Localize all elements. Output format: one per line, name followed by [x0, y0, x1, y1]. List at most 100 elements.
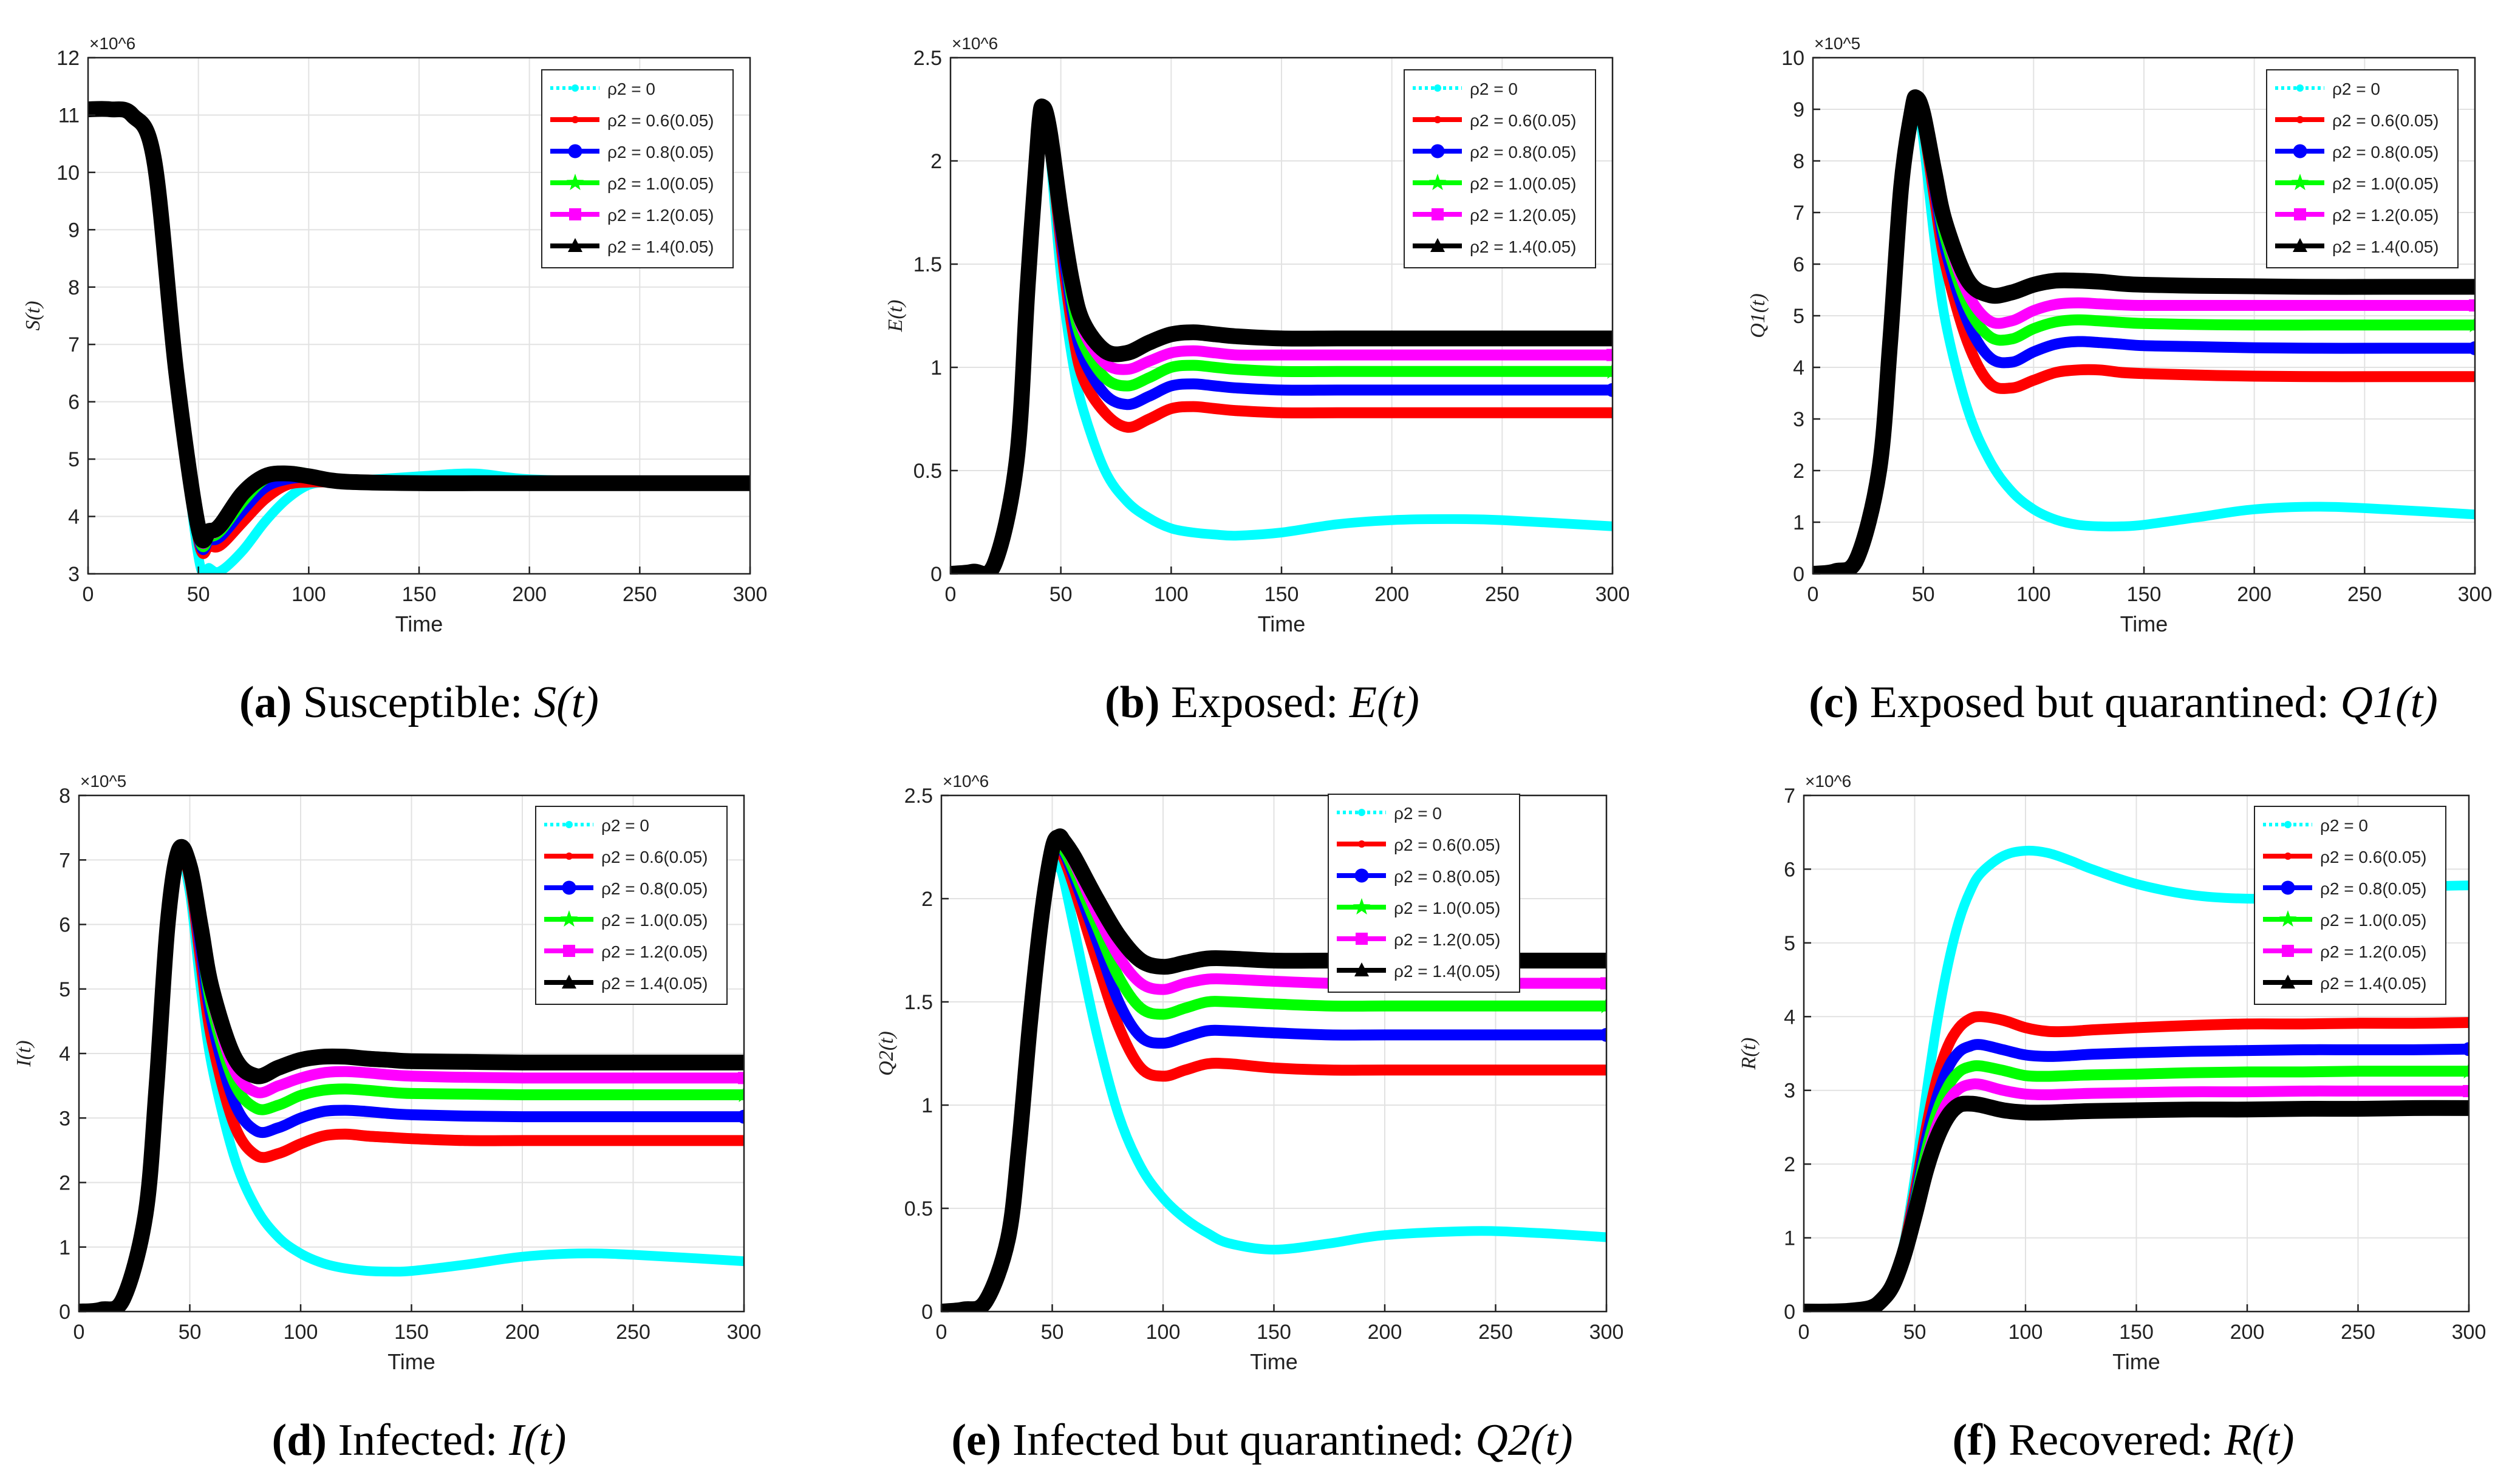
- series-end-marker-3: [2466, 316, 2475, 333]
- x-tick-label: 50: [1050, 583, 1073, 606]
- legend-marker: [566, 174, 584, 191]
- caption-d: (d) Infected: I(t): [271, 1415, 567, 1465]
- x-tick-label: 250: [616, 1321, 650, 1344]
- legend-label: ρ2 = 1.0(0.05): [601, 911, 708, 930]
- x-tick-label: 300: [1589, 1321, 1624, 1344]
- legend-marker: [572, 116, 579, 123]
- legend-item-4: ρ2 = 1.2(0.05): [1337, 930, 1500, 949]
- x-tick-label: 100: [1146, 1321, 1181, 1344]
- x-tick-label: 0: [73, 1321, 85, 1344]
- series-line-5: [1804, 1095, 2469, 1312]
- series-end-marker-4: [1606, 349, 1613, 361]
- y-tick-label: 5: [68, 448, 80, 471]
- x-tick-label: 300: [727, 1321, 762, 1344]
- y-tick-label: 7: [59, 849, 70, 872]
- y-tick-label: 7: [68, 333, 80, 356]
- y-tick-label: 9: [68, 219, 80, 242]
- legend-item-5: ρ2 = 1.4(0.05): [2263, 974, 2426, 993]
- x-axis-label: Time: [387, 1349, 435, 1374]
- y-tick-label: 1.5: [913, 253, 942, 276]
- series-end-marker-0: [2465, 882, 2469, 890]
- x-tick-label: 100: [284, 1321, 318, 1344]
- legend-item-1: ρ2 = 0.6(0.05): [2275, 111, 2439, 130]
- legend-marker: [1354, 962, 1369, 976]
- caption-c: (c) Exposed but quarantined: Q1(t): [1809, 678, 2438, 727]
- legend-label: ρ2 = 0: [607, 80, 655, 98]
- legend-item-5: ρ2 = 1.4(0.05): [544, 974, 708, 993]
- series-lines: [951, 98, 1613, 574]
- legend-item-3: ρ2 = 1.0(0.05): [2275, 174, 2439, 193]
- series-end-marker-0: [2471, 511, 2475, 519]
- y-tick-label: 2: [921, 888, 933, 911]
- y-tick-label: 0: [59, 1301, 70, 1324]
- caption-f: (f) Recovered: R(t): [1952, 1415, 2295, 1465]
- y-tick-label: 0: [1784, 1301, 1795, 1324]
- legend-label: ρ2 = 1.2(0.05): [1470, 206, 1576, 225]
- legend-item-3: ρ2 = 1.0(0.05): [1413, 174, 1576, 193]
- legend-label: ρ2 = 1.4(0.05): [601, 974, 708, 993]
- x-tick-label: 300: [1596, 583, 1630, 606]
- series-lines: [88, 101, 750, 574]
- y-axis-label: E(t): [884, 300, 907, 333]
- y-axis-label: I(t): [13, 1040, 35, 1067]
- legend-marker: [1434, 84, 1441, 92]
- y-tick-label: 3: [59, 1107, 70, 1130]
- x-tick-label: 200: [1374, 583, 1409, 606]
- legend-item-3: ρ2 = 1.0(0.05): [550, 174, 714, 193]
- y-tick-label: 10: [1781, 47, 1804, 70]
- chart-d: 0 50 100 150 200 250 300 0 1 2 3 4 5 6 7 8 Time I(t) ×10^5…: [13, 772, 761, 1374]
- y-axis-label: Q2(t): [875, 1031, 898, 1076]
- y-axis-multiplier: ×10^6: [943, 772, 989, 791]
- legend-item-1: ρ2 = 0.6(0.05): [2263, 848, 2426, 866]
- legend: ρ2 = 0 ρ2 = 0.6(0.05) ρ2 = 0.8(0.05) ρ2 = 1…: [535, 806, 728, 1005]
- series-end-marker-5: [1599, 953, 1606, 967]
- legend-label: ρ2 = 1.2(0.05): [2332, 206, 2439, 225]
- legend-marker: [562, 880, 576, 895]
- series-end-marker-3: [1597, 996, 1606, 1013]
- y-tick-label: 6: [1784, 858, 1795, 881]
- y-tick-label: 12: [56, 47, 80, 70]
- x-axis-label: Time: [2120, 611, 2168, 636]
- x-tick-label: 150: [402, 583, 437, 606]
- y-tick-label: 9: [1793, 98, 1804, 121]
- x-tick-label: 250: [623, 583, 657, 606]
- y-tick-label: 2: [1784, 1153, 1795, 1176]
- series-end-marker-3: [735, 1086, 744, 1103]
- series-end-marker-3: [1603, 362, 1613, 379]
- x-axis-label: Time: [1250, 1349, 1298, 1374]
- legend-box: [1328, 794, 1520, 993]
- series-end-marker-0: [1603, 1233, 1606, 1241]
- legend: ρ2 = 0 ρ2 = 0.6(0.05) ρ2 = 0.8(0.05) ρ2 = 1…: [2266, 69, 2459, 268]
- y-tick-label: 7: [1784, 785, 1795, 808]
- legend-label: ρ2 = 1.4(0.05): [1470, 237, 1576, 256]
- legend-item-5: ρ2 = 1.4(0.05): [550, 237, 714, 256]
- y-tick-label: 0.5: [904, 1197, 933, 1220]
- legend: ρ2 = 0 ρ2 = 0.6(0.05) ρ2 = 0.8(0.05) ρ2 = 1…: [2254, 806, 2446, 1005]
- legend-marker: [2293, 144, 2307, 158]
- y-tick-label: 5: [1784, 932, 1795, 955]
- y-tick-label: 2: [59, 1172, 70, 1195]
- y-tick-label: 0: [921, 1301, 933, 1324]
- legend-label: ρ2 = 0.6(0.05): [601, 848, 708, 866]
- legend-label: ρ2 = 1.2(0.05): [1394, 930, 1500, 949]
- legend-label: ρ2 = 0.6(0.05): [2332, 111, 2439, 130]
- legend-marker: [1358, 840, 1365, 848]
- series-end-marker-1: [1609, 409, 1613, 417]
- legend-box: [541, 69, 734, 268]
- legend-item-3: ρ2 = 1.0(0.05): [1337, 898, 1500, 917]
- legend: ρ2 = 0 ρ2 = 0.6(0.05) ρ2 = 0.8(0.05) ρ2 = 1…: [1328, 794, 1520, 993]
- legend-marker: [1356, 933, 1368, 945]
- legend-marker: [1358, 809, 1365, 816]
- legend-marker: [1354, 868, 1369, 883]
- series-end-marker-0: [1609, 522, 1613, 530]
- legend-marker: [2296, 116, 2304, 123]
- legend-label: ρ2 = 1.0(0.05): [1470, 174, 1576, 193]
- y-tick-label: 10: [56, 162, 80, 185]
- x-tick-label: 100: [2016, 583, 2051, 606]
- series-end-marker-5: [737, 1054, 744, 1069]
- y-axis-label: S(t): [22, 301, 44, 330]
- y-axis-multiplier: ×10^6: [952, 34, 998, 53]
- series-end-marker-1: [2465, 1019, 2469, 1026]
- legend-label: ρ2 = 1.0(0.05): [2332, 174, 2439, 193]
- legend-item-2: ρ2 = 0.8(0.05): [1413, 143, 1576, 162]
